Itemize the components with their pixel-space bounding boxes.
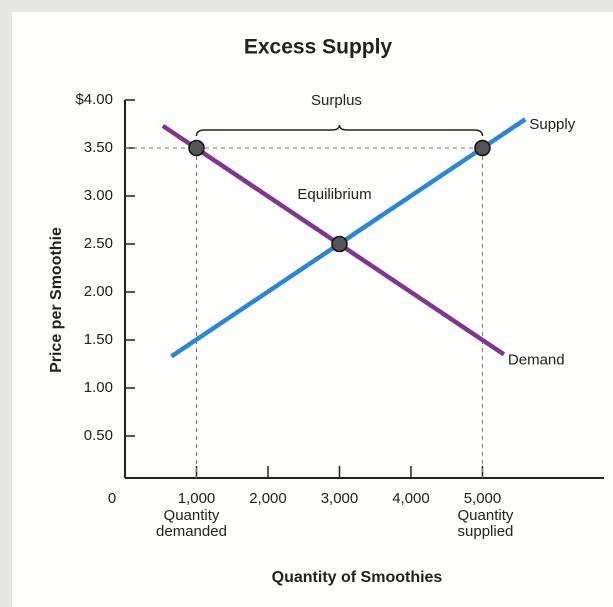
y-tick-label: 1.50: [84, 331, 113, 348]
panel: [12, 12, 613, 607]
series-line: [170, 117, 527, 359]
x-tick-label: 4,000: [392, 490, 430, 507]
series-label: Supply: [529, 116, 575, 133]
y-tick-label: 0.50: [84, 427, 113, 444]
point: [474, 139, 491, 157]
x-tick-label: 5,000: [464, 490, 502, 507]
chart-title: Excess Supply: [244, 36, 393, 59]
annotation: Quantity: [164, 507, 220, 524]
x-tick-label: 1,000: [178, 490, 216, 507]
x-tick-label: 0: [108, 490, 116, 507]
annotation: Surplus: [311, 92, 362, 109]
annotation: Quantity: [458, 507, 514, 524]
point: [188, 139, 205, 157]
x-tick-label: 2,000: [249, 490, 287, 507]
annotation: supplied: [458, 523, 514, 540]
y-tick-label: 2.00: [84, 283, 113, 300]
y-tick-label: $4.00: [75, 91, 113, 108]
x-axis-title: Quantity of Smoothies: [272, 569, 443, 586]
y-tick-label: 3.50: [84, 139, 113, 156]
y-tick-label: 3.00: [84, 187, 113, 204]
x-tick-label: 3,000: [321, 490, 359, 507]
y-axis-title: Price per Smoothie: [48, 227, 65, 373]
annotation: Equilibrium: [297, 186, 371, 203]
annotation: demanded: [156, 523, 227, 540]
point: [331, 235, 348, 253]
y-tick-label: 2.50: [84, 235, 113, 252]
brace: [195, 124, 484, 137]
y-tick-label: 1.00: [84, 379, 113, 396]
series-label: Demand: [508, 351, 565, 368]
